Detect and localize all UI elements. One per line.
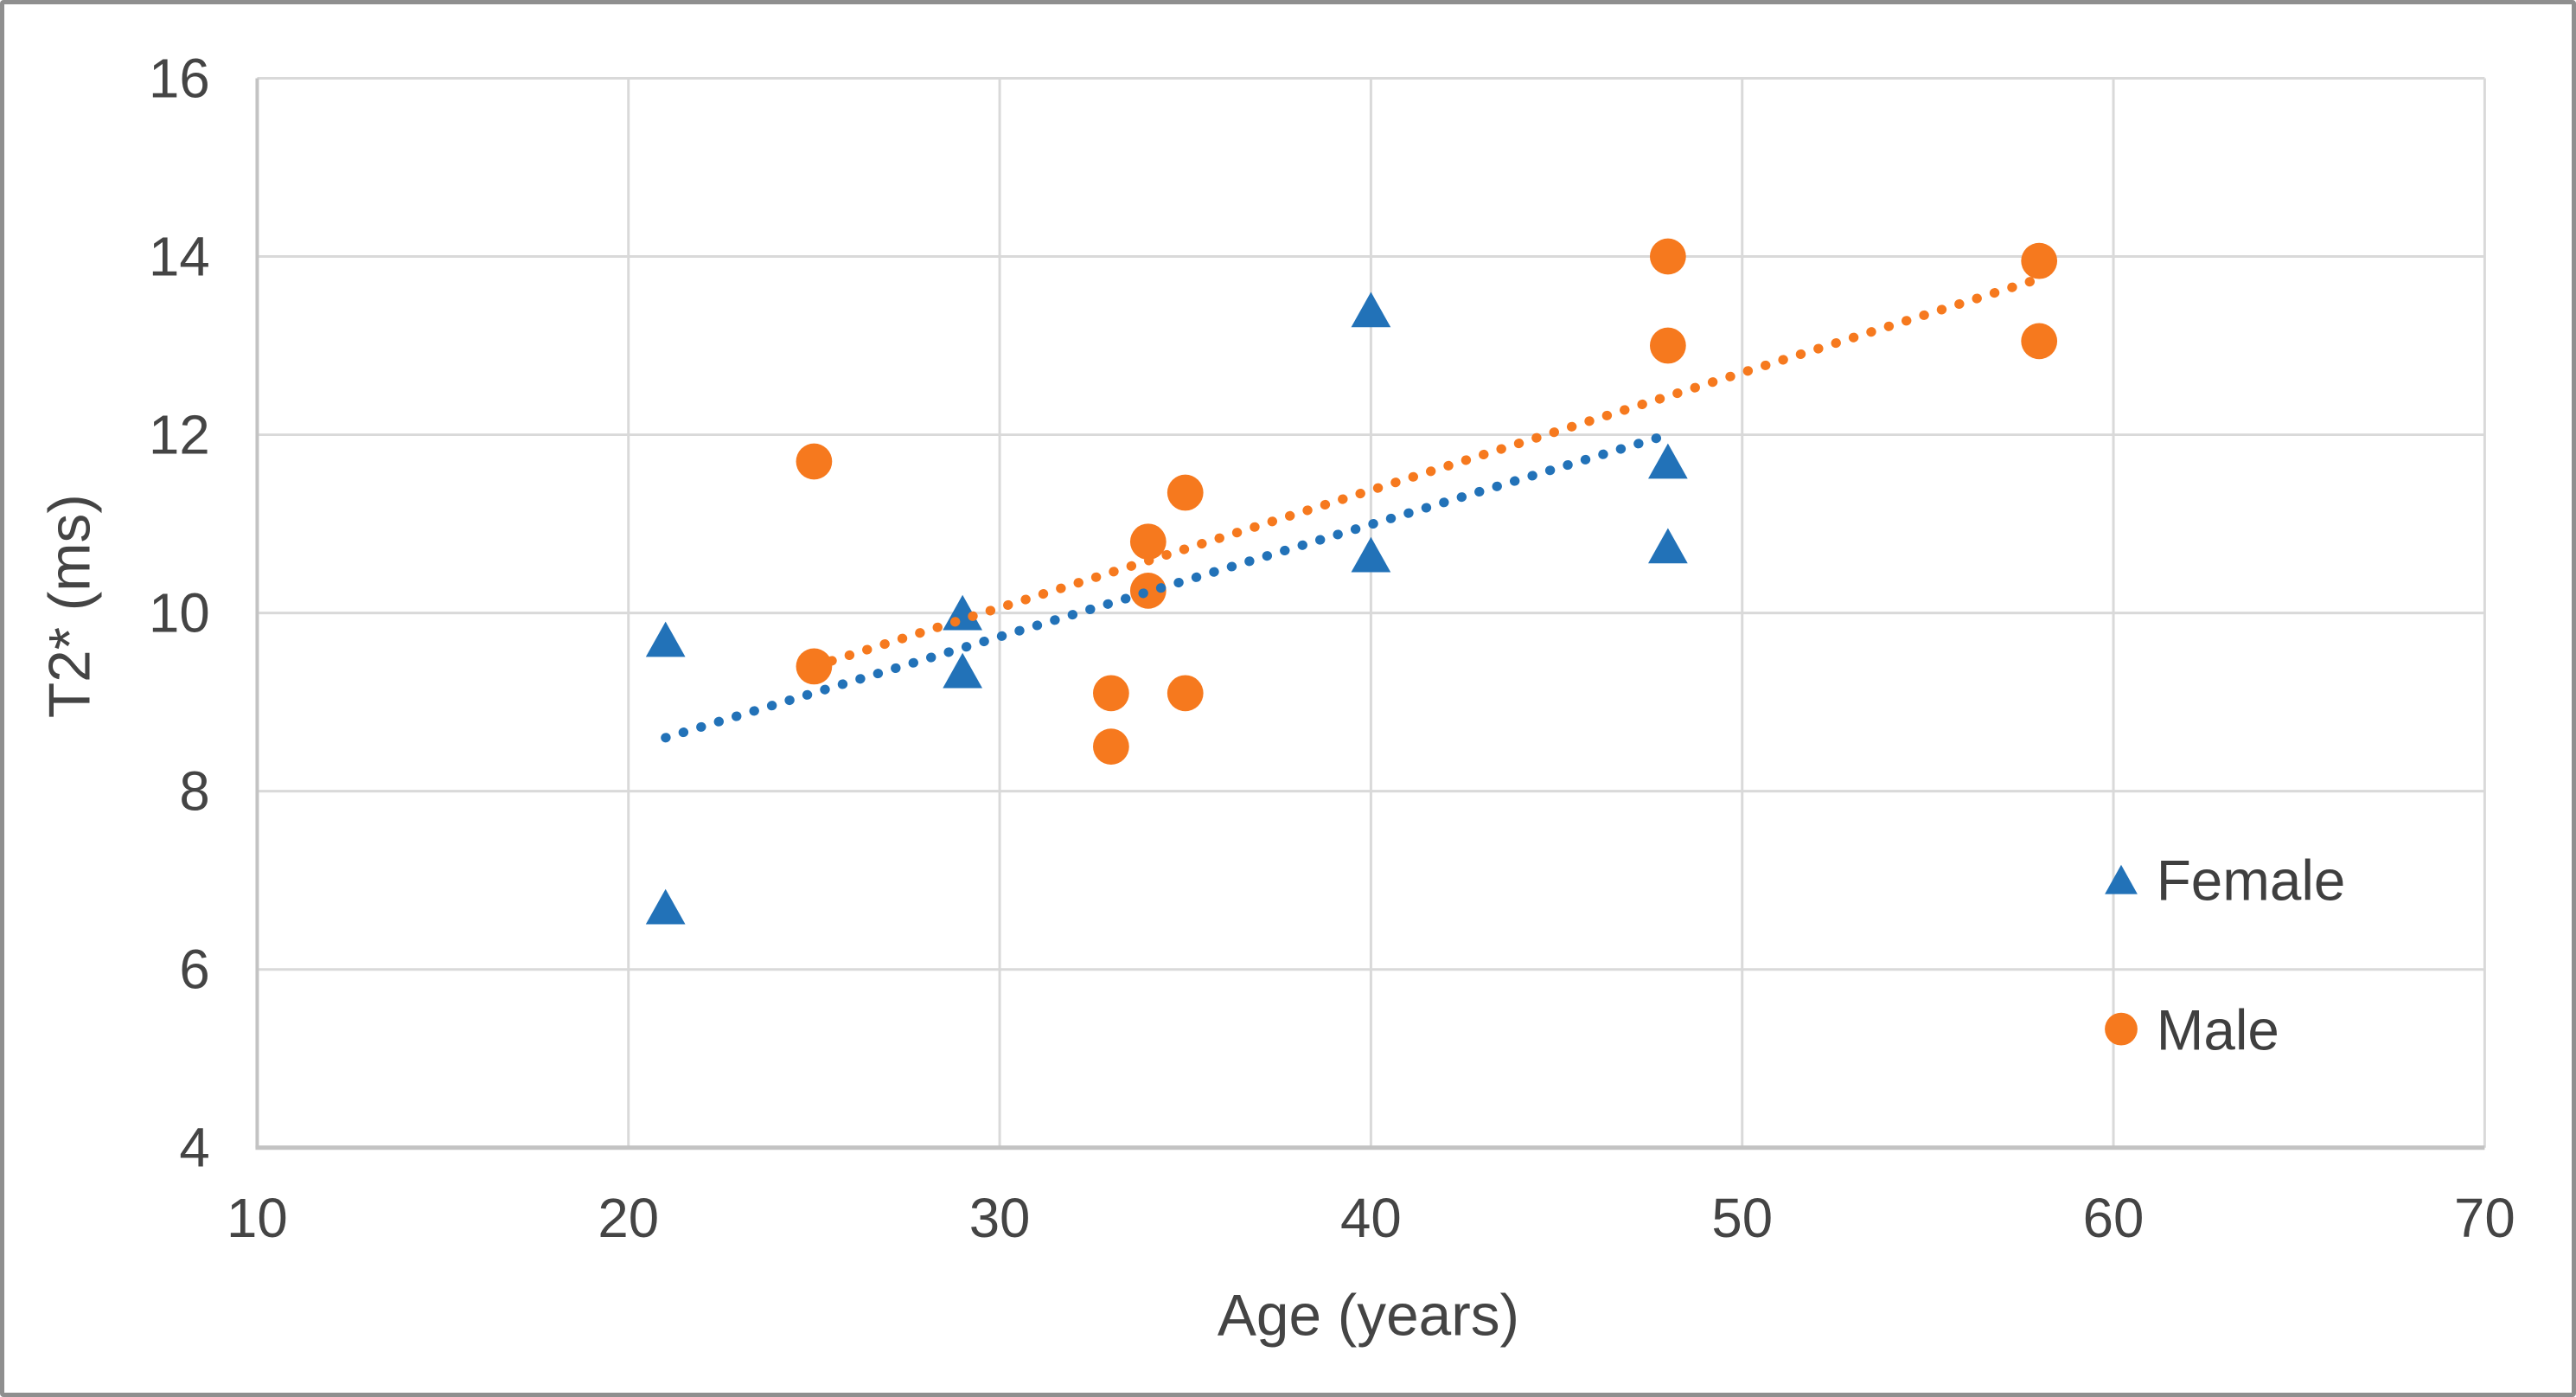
male-trendline [809, 273, 2044, 671]
female-point [1648, 528, 1688, 564]
data-points [645, 238, 2058, 925]
male-point [1649, 238, 1686, 275]
male-point [1649, 327, 1686, 364]
male-point [2021, 323, 2058, 360]
female-point [943, 652, 983, 689]
x-axis-tick-labels: 10 20 30 40 50 60 70 [227, 1188, 2515, 1249]
female-trendline [661, 430, 1673, 743]
male-point [1093, 728, 1129, 766]
y-axis-title: T2* (ms) [38, 494, 103, 718]
scatter-plot: 10 20 30 40 50 60 70 4 6 8 10 12 14 16 Age (years) T… [38, 48, 2515, 1348]
female-point [1351, 292, 1391, 328]
y-tick-label: 6 [179, 939, 209, 1001]
x-axis-title: Age (years) [1218, 1283, 1519, 1348]
y-tick-label: 16 [149, 48, 210, 109]
legend: Female Male [2105, 849, 2346, 1061]
gridlines [255, 76, 2486, 1150]
female-point [645, 888, 686, 925]
x-tick-label: 10 [227, 1188, 288, 1249]
x-tick-label: 20 [598, 1188, 659, 1249]
y-axis-tick-labels: 4 6 8 10 12 14 16 [149, 48, 210, 1178]
male-point [1129, 523, 1167, 561]
legend-female-marker [2105, 864, 2138, 894]
male-point [1129, 572, 1167, 609]
x-tick-label: 60 [2083, 1188, 2145, 1249]
x-tick-label: 30 [969, 1188, 1031, 1249]
y-tick-label: 14 [149, 226, 210, 287]
male-point [1167, 675, 1204, 712]
female-point [645, 621, 686, 657]
y-tick-label: 12 [149, 404, 210, 465]
male-point [1167, 474, 1204, 511]
y-tick-label: 8 [179, 761, 209, 823]
female-point [1351, 536, 1391, 573]
male-point [2021, 242, 2058, 279]
y-tick-label: 4 [179, 1118, 209, 1179]
x-tick-label: 40 [1340, 1188, 1402, 1249]
female-point [1648, 443, 1688, 479]
legend-male-label: Male [2157, 998, 2279, 1061]
male-point [1093, 675, 1129, 712]
x-tick-label: 70 [2454, 1188, 2515, 1249]
axis-frame [255, 78, 2485, 1150]
x-tick-label: 50 [1711, 1188, 1773, 1249]
legend-male-marker [2105, 1012, 2138, 1046]
legend-female-label: Female [2157, 849, 2346, 913]
male-point [796, 443, 833, 480]
y-tick-label: 10 [149, 582, 210, 644]
trendlines [661, 273, 2044, 743]
